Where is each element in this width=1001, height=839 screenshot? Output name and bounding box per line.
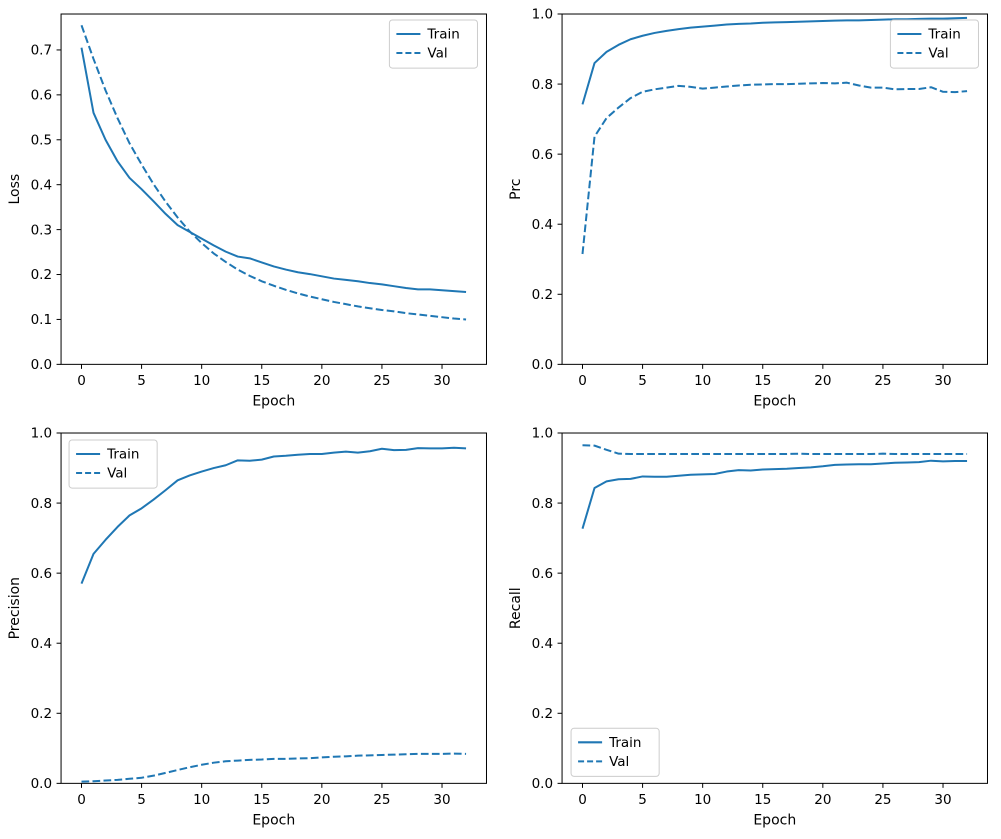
x-axis-label: Epoch [252, 813, 295, 829]
legend-val-label: Val [427, 46, 447, 62]
x-tick-label: 20 [814, 792, 831, 808]
y-tick-label: 0.0 [31, 776, 52, 792]
x-axis-label: Epoch [753, 813, 796, 829]
y-tick-label: 0.0 [531, 776, 552, 792]
x-tick-label: 20 [814, 373, 831, 389]
train-line [81, 48, 466, 292]
loss-chart: 0 5 10 15 20 25 30 0.0 0.1 0.2 0.3 0.4 0.5 0.6 0.7 Epoc… [0, 0, 501, 419]
y-tick-label: 0.4 [31, 636, 52, 652]
y-axis-label: Recall [508, 588, 524, 630]
y-tick-label: 0.6 [531, 566, 552, 582]
x-tick-label: 0 [578, 792, 587, 808]
y-tick-label: 0.0 [531, 357, 552, 373]
y-tick-label: 0.8 [531, 496, 552, 512]
legend-val-label: Val [609, 754, 629, 770]
y-tick-label: 0.7 [31, 43, 52, 59]
precision-chart: 0 5 10 15 20 25 30 0.0 0.2 0.4 0.6 0.8 1.0 Epoch Preci… [0, 419, 501, 838]
x-tick-label: 0 [578, 373, 587, 389]
y-tick-label: 0.2 [31, 267, 52, 283]
x-tick-label: 20 [313, 373, 330, 389]
x-tick-label: 10 [193, 792, 210, 808]
x-tick-label: 10 [694, 792, 711, 808]
x-axis-label: Epoch [753, 393, 796, 409]
y-tick-label: 0.4 [31, 177, 52, 193]
subplot-recall: 0 5 10 15 20 25 30 0.0 0.2 0.4 0.6 0.8 1.0 Epoch Recal… [501, 419, 1001, 838]
x-tick-label: 5 [638, 373, 647, 389]
y-axis-label: Loss [7, 174, 23, 205]
x-tick-label: 20 [313, 792, 330, 808]
x-tick-label: 10 [694, 373, 711, 389]
x-axis-label: Epoch [252, 393, 295, 409]
x-tick-label: 30 [433, 792, 450, 808]
x-tick-label: 25 [373, 792, 390, 808]
y-tick-label: 0.0 [31, 357, 52, 373]
x-tick-label: 30 [934, 373, 951, 389]
y-tick-label: 0.6 [31, 566, 52, 582]
x-tick-label: 5 [638, 792, 647, 808]
y-axis-label: Prc [508, 179, 524, 200]
x-tick-label: 15 [253, 792, 270, 808]
y-tick-label: 1.0 [531, 7, 552, 23]
y-tick-label: 0.1 [31, 312, 52, 328]
x-tick-label: 25 [373, 373, 390, 389]
x-tick-label: 15 [253, 373, 270, 389]
val-line [81, 25, 466, 319]
y-tick-label: 0.3 [31, 222, 52, 238]
legend-train-label: Train [608, 735, 641, 751]
x-tick-label: 0 [77, 792, 86, 808]
x-tick-label: 15 [754, 373, 771, 389]
x-tick-label: 25 [874, 373, 891, 389]
x-tick-label: 0 [77, 373, 86, 389]
y-tick-label: 0.6 [31, 88, 52, 104]
y-tick-label: 0.4 [531, 217, 552, 233]
x-tick-label: 15 [754, 792, 771, 808]
legend-train-label: Train [106, 447, 139, 463]
prc-chart: 0 5 10 15 20 25 30 0.0 0.2 0.4 0.6 0.8 1.0 Epoch Prc Tr… [501, 0, 1001, 419]
val-line [582, 446, 967, 455]
x-tick-label: 30 [433, 373, 450, 389]
y-tick-label: 1.0 [31, 426, 52, 442]
y-tick-label: 0.8 [31, 496, 52, 512]
y-axis-label: Precision [7, 577, 23, 639]
subplot-precision: 0 5 10 15 20 25 30 0.0 0.2 0.4 0.6 0.8 1.0 Epoch Preci… [0, 419, 501, 838]
x-tick-label: 5 [137, 792, 146, 808]
y-tick-label: 0.8 [531, 77, 552, 93]
y-tick-label: 0.6 [531, 147, 552, 163]
y-tick-label: 1.0 [531, 426, 552, 442]
val-line [582, 83, 967, 254]
recall-chart: 0 5 10 15 20 25 30 0.0 0.2 0.4 0.6 0.8 1.0 Epoch Recal… [501, 419, 1001, 838]
y-tick-label: 0.2 [531, 706, 552, 722]
x-tick-label: 25 [874, 792, 891, 808]
y-tick-label: 0.4 [531, 636, 552, 652]
val-line [81, 754, 466, 782]
y-tick-label: 0.2 [531, 287, 552, 303]
x-tick-label: 5 [137, 373, 146, 389]
y-tick-label: 0.2 [31, 706, 52, 722]
legend-val-label: Val [107, 466, 127, 482]
legend-train-label: Train [426, 27, 459, 43]
subplot-prc: 0 5 10 15 20 25 30 0.0 0.2 0.4 0.6 0.8 1.0 Epoch Prc Tr… [501, 0, 1001, 419]
train-line [582, 461, 967, 529]
legend-train-label: Train [927, 27, 960, 43]
y-tick-label: 0.5 [31, 132, 52, 148]
subplot-loss: 0 5 10 15 20 25 30 0.0 0.1 0.2 0.3 0.4 0.5 0.6 0.7 Epoc… [0, 0, 501, 419]
x-tick-label: 10 [193, 373, 210, 389]
legend-val-label: Val [928, 46, 948, 62]
x-tick-label: 30 [934, 792, 951, 808]
